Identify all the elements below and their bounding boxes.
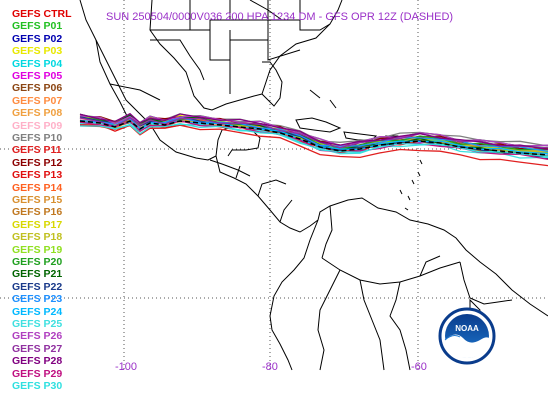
legend-item-gefs-p17: GEFS P17 <box>12 218 63 231</box>
legend-item-gefs-p06: GEFS P06 <box>12 82 63 95</box>
legend-item-gefs-p15: GEFS P15 <box>12 194 63 206</box>
legend-item-gefs-p18: GEFS P18 <box>12 231 63 244</box>
legend-item-gefs-ctrl: GEFS CTRL <box>12 8 72 20</box>
legend-item-gefs-p28: GEFS P28 <box>12 355 63 368</box>
legend-item-gefs-p24: GEFS P24 <box>12 305 63 318</box>
longitude-label-100w: -100 <box>115 361 138 373</box>
legend-item-gefs-p20: GEFS P20 <box>12 256 63 268</box>
legend-item-gefs-p01: GEFS P01 <box>12 20 63 33</box>
legend-item-gefs-p16: GEFS P16 <box>12 206 63 219</box>
contour-gefs-p30 <box>80 122 548 158</box>
legend-item-gefs-p23: GEFS P23 <box>12 293 63 306</box>
longitude-label-60w: -60 <box>411 361 427 373</box>
legend-item-gefs-p19: GEFS P19 <box>12 243 63 256</box>
contour-gefs-p28 <box>79 112 548 151</box>
legend-item-gefs-p04: GEFS P04 <box>12 57 63 70</box>
chart-title: SUN 250504/0000V036 200 HPA 1234 DM - GF… <box>106 11 454 23</box>
longitude-label-80w: -80 <box>262 361 278 373</box>
legend-item-gefs-p14: GEFS P14 <box>12 181 63 194</box>
legend-item-gefs-p22: GEFS P22 <box>12 280 63 293</box>
contour-gefs-p27 <box>79 117 548 149</box>
legend-item-gefs-p05: GEFS P05 <box>12 70 63 82</box>
legend-item-gefs-p30: GEFS P30 <box>12 380 63 392</box>
legend-item-gefs-p11: GEFS P11 <box>12 144 62 157</box>
legend-item-gefs-p02: GEFS P02 <box>12 32 63 45</box>
ensemble-contours <box>79 112 548 167</box>
graticule <box>0 0 548 370</box>
coastlines <box>79 0 548 371</box>
legend-item-gefs-p03: GEFS P03 <box>12 45 63 58</box>
legend-item-gefs-p25: GEFS P25 <box>12 318 63 330</box>
legend-item-gefs-p21: GEFS P21 <box>12 268 63 281</box>
legend-item-gefs-p29: GEFS P29 <box>12 367 63 380</box>
legend-item-gefs-p09: GEFS P09 <box>12 119 63 132</box>
legend-item-gefs-p10: GEFS P10 <box>12 132 63 144</box>
legend-item-gefs-p08: GEFS P08 <box>12 107 63 120</box>
legend-item-gefs-p26: GEFS P26 <box>12 330 63 343</box>
contour-gfs-operational-dashed <box>79 120 548 156</box>
legend-item-gefs-p12: GEFS P12 <box>12 156 63 169</box>
contour-gefs-p11 <box>79 124 548 167</box>
legend-item-gefs-p13: GEFS P13 <box>12 169 63 182</box>
legend-item-gefs-p07: GEFS P07 <box>12 94 63 107</box>
contour-gefs-p24 <box>79 120 548 155</box>
legend-item-gefs-p27: GEFS P27 <box>12 342 63 355</box>
